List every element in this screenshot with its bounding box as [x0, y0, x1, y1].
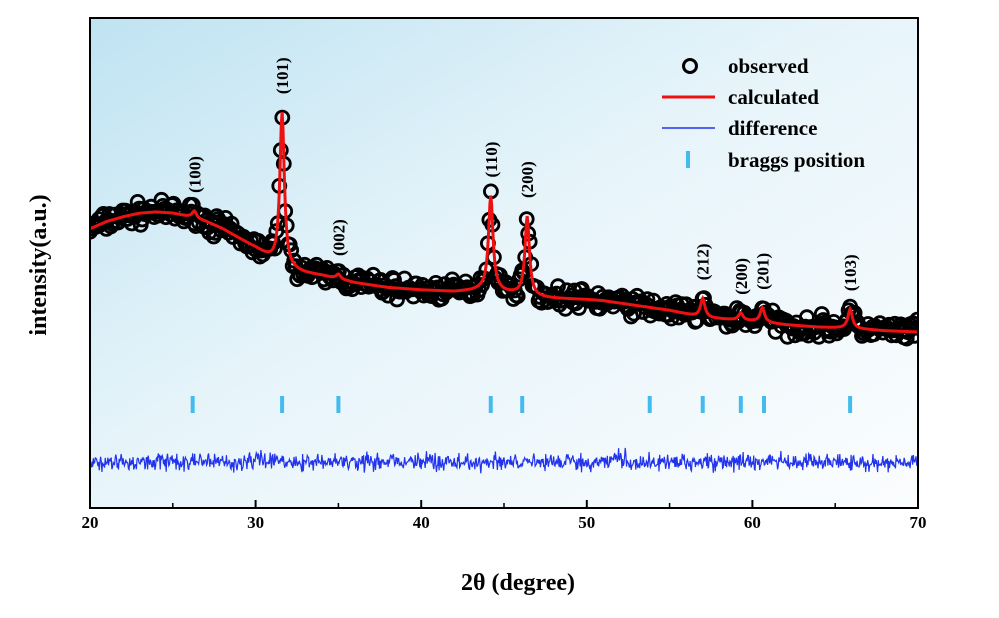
peak-label-7: (201): [753, 253, 772, 290]
peak-label-5: (212): [694, 243, 713, 280]
x-tick-label-30: 30: [247, 513, 264, 532]
observed-point-553: [906, 328, 918, 344]
legend-observed-marker: [682, 58, 698, 74]
x-axis-ticks: 20 30 40 50 60 70: [82, 500, 927, 532]
bragg-positions: [190, 396, 853, 413]
x-axis-title: 2θ (degree): [461, 570, 575, 596]
x-tick-label-70: 70: [910, 513, 927, 532]
peak-label-3: (110): [482, 142, 501, 178]
peak-label-1: (101): [273, 57, 292, 94]
x-tick-label-50: 50: [578, 513, 595, 532]
x-tick-label-20: 20: [82, 513, 99, 532]
peak-label-2: (002): [329, 219, 348, 256]
x-tick-label-60: 60: [744, 513, 761, 532]
observed-point-314: [550, 278, 566, 295]
legend-observed-label: observed: [728, 54, 809, 78]
peak-label-0: (100): [185, 156, 204, 193]
peak-labels: (100)(101)(002)(110)(200)(212) (200) (201)…: [185, 57, 860, 295]
peak-label-8: (103): [841, 254, 860, 291]
y-axis-title: intensity(a.u.): [26, 194, 52, 335]
legend: observed calculated difference braggs po…: [662, 54, 865, 172]
legend-difference-label: difference: [728, 116, 817, 140]
legend-calculated-label: calculated: [728, 85, 819, 109]
calculated-series-line: [90, 112, 918, 334]
plot-background: [90, 18, 918, 508]
observed-point-287: [509, 288, 526, 305]
peak-label-4: (200): [518, 161, 537, 198]
legend-bragg-label: braggs position: [728, 148, 865, 172]
observed-point-554: [907, 319, 918, 336]
x-tick-label-40: 40: [413, 513, 430, 532]
difference-series-line: [90, 447, 918, 474]
peak-label-6: (200): [732, 258, 751, 295]
